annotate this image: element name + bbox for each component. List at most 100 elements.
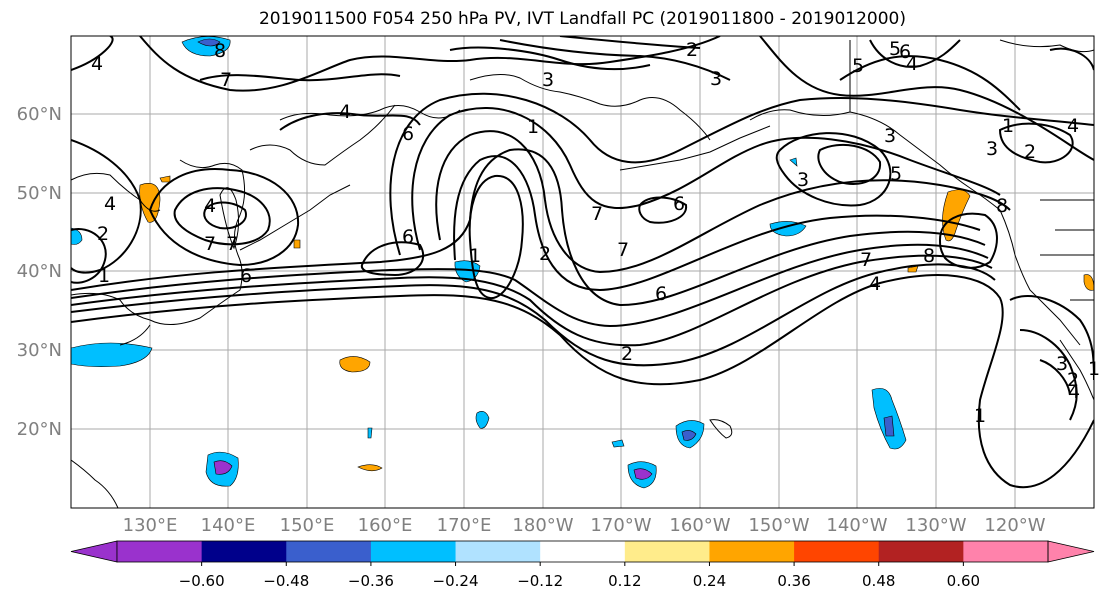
lon-tick-label: 170°E (437, 515, 492, 536)
colorbar-label: 0.24 (693, 572, 726, 590)
lon-tick-label: 170°W (590, 515, 651, 536)
contour-line (173, 187, 271, 246)
fill-patch (883, 415, 895, 437)
contour-line (638, 196, 688, 224)
lat-tick-label: 50°N (17, 183, 62, 204)
contour-label: 3 (986, 138, 998, 160)
contour-line (199, 73, 401, 82)
contour-label: 2 (1024, 141, 1036, 163)
coastlines (71, 39, 1094, 508)
contour-line (71, 139, 142, 274)
contour-line (1039, 359, 1071, 396)
coastline (71, 159, 246, 325)
contour-line (869, 39, 961, 68)
lat-tick-label: 40°N (17, 261, 62, 282)
coastline (709, 419, 733, 439)
contour-line (1049, 47, 1094, 71)
contour-label: 8 (923, 245, 935, 267)
colorbar-swatch (540, 541, 626, 562)
fill-patch (769, 221, 807, 237)
lon-tick-label: 150°E (280, 515, 335, 536)
pv-contours (71, 36, 1094, 489)
coastline (119, 324, 151, 346)
contour-line (1019, 329, 1078, 421)
contour-label: 3 (797, 169, 809, 191)
coastline (999, 39, 1094, 53)
colorbar-labels: −0.60 −0.48 −0.36 −0.24 −0.12 0.12 0.24 0.36 0.4… (179, 562, 980, 590)
colorbar-swatch (455, 541, 541, 562)
map-border (70, 35, 1095, 509)
lon-tick-label: 130°E (123, 515, 178, 536)
contour-line (71, 243, 989, 328)
contour-label: 6 (240, 265, 252, 287)
colorbar-extend-low (70, 540, 118, 563)
contour-label: 1 (469, 245, 481, 267)
fill-patch (71, 342, 153, 367)
colorbar-extend-high (1047, 540, 1095, 563)
contour-label: 5 (890, 163, 902, 185)
fill-patch (475, 411, 490, 429)
colorbar-label: 0.36 (777, 572, 810, 590)
lon-tick-label: 160°E (358, 515, 413, 536)
contour-label: 6 (899, 41, 911, 63)
contour-label: 4 (339, 101, 351, 123)
lon-tick-label: 180°W (512, 515, 573, 536)
contour-line (559, 36, 701, 49)
coastline (619, 125, 771, 171)
lon-tick-labels: 130°E 140°E 150°E 160°E 170°E 180°W 170°W 160°W… (123, 515, 1046, 536)
contour-line (71, 274, 1094, 489)
contour-label: 4 (91, 53, 103, 75)
contour-line (71, 148, 986, 307)
coastline (71, 459, 119, 508)
colorbar-label: −0.24 (433, 572, 479, 590)
fill-patch (293, 239, 301, 249)
contour-label: 4 (204, 195, 216, 217)
contour-label: 8 (214, 40, 226, 62)
coastline (749, 109, 1001, 211)
contour-label: 4 (104, 193, 116, 215)
contour-label: 2 (1067, 369, 1079, 391)
contour-label: 1 (1002, 115, 1014, 137)
colorbar-label: −0.48 (263, 572, 309, 590)
contour-label: 4 (1068, 381, 1080, 403)
contour-label: 1 (527, 116, 539, 138)
contour-label: 2 (97, 223, 109, 245)
coastline (469, 74, 711, 141)
contour-line (435, 130, 1011, 274)
contour-line (938, 212, 998, 269)
colorbar (70, 540, 1095, 563)
contour-label: 7 (591, 203, 603, 225)
contour-label: 3 (542, 69, 554, 91)
contour-line (360, 241, 425, 277)
lat-tick-label: 20°N (17, 419, 62, 440)
fill-patch (357, 464, 383, 472)
lon-tick-label: 150°W (748, 515, 809, 536)
lon-tick-label: 160°W (669, 515, 730, 536)
colorbar-swatch (878, 541, 964, 562)
lat-tick-label: 60°N (17, 104, 62, 125)
fill-patch (339, 356, 371, 373)
contour-label: 7 (204, 233, 216, 255)
fill-patch (197, 38, 221, 47)
contour-line (839, 55, 1021, 111)
coastline (999, 209, 1081, 346)
contour-label: 6 (402, 226, 414, 248)
colorbar-label: −0.36 (348, 572, 394, 590)
contour-line (71, 254, 993, 347)
colorbar-swatch (201, 541, 287, 562)
colorbar-outline (116, 540, 1049, 563)
colorbar-label: −0.12 (517, 572, 563, 590)
pv-anomaly-fills (71, 36, 1094, 489)
contour-label: 5 (889, 38, 901, 60)
fill-patch (71, 227, 83, 245)
contour-label: 1 (98, 265, 110, 287)
colorbar-label: −0.60 (179, 572, 225, 590)
contour-line (148, 168, 300, 267)
fill-patch (367, 427, 373, 439)
lon-tick-label: 130°W (905, 515, 966, 536)
lon-tick-label: 120°W (984, 515, 1045, 536)
contour-line (449, 46, 651, 71)
colorbar-swatch (963, 541, 1049, 562)
contour-label: 8 (996, 195, 1008, 217)
